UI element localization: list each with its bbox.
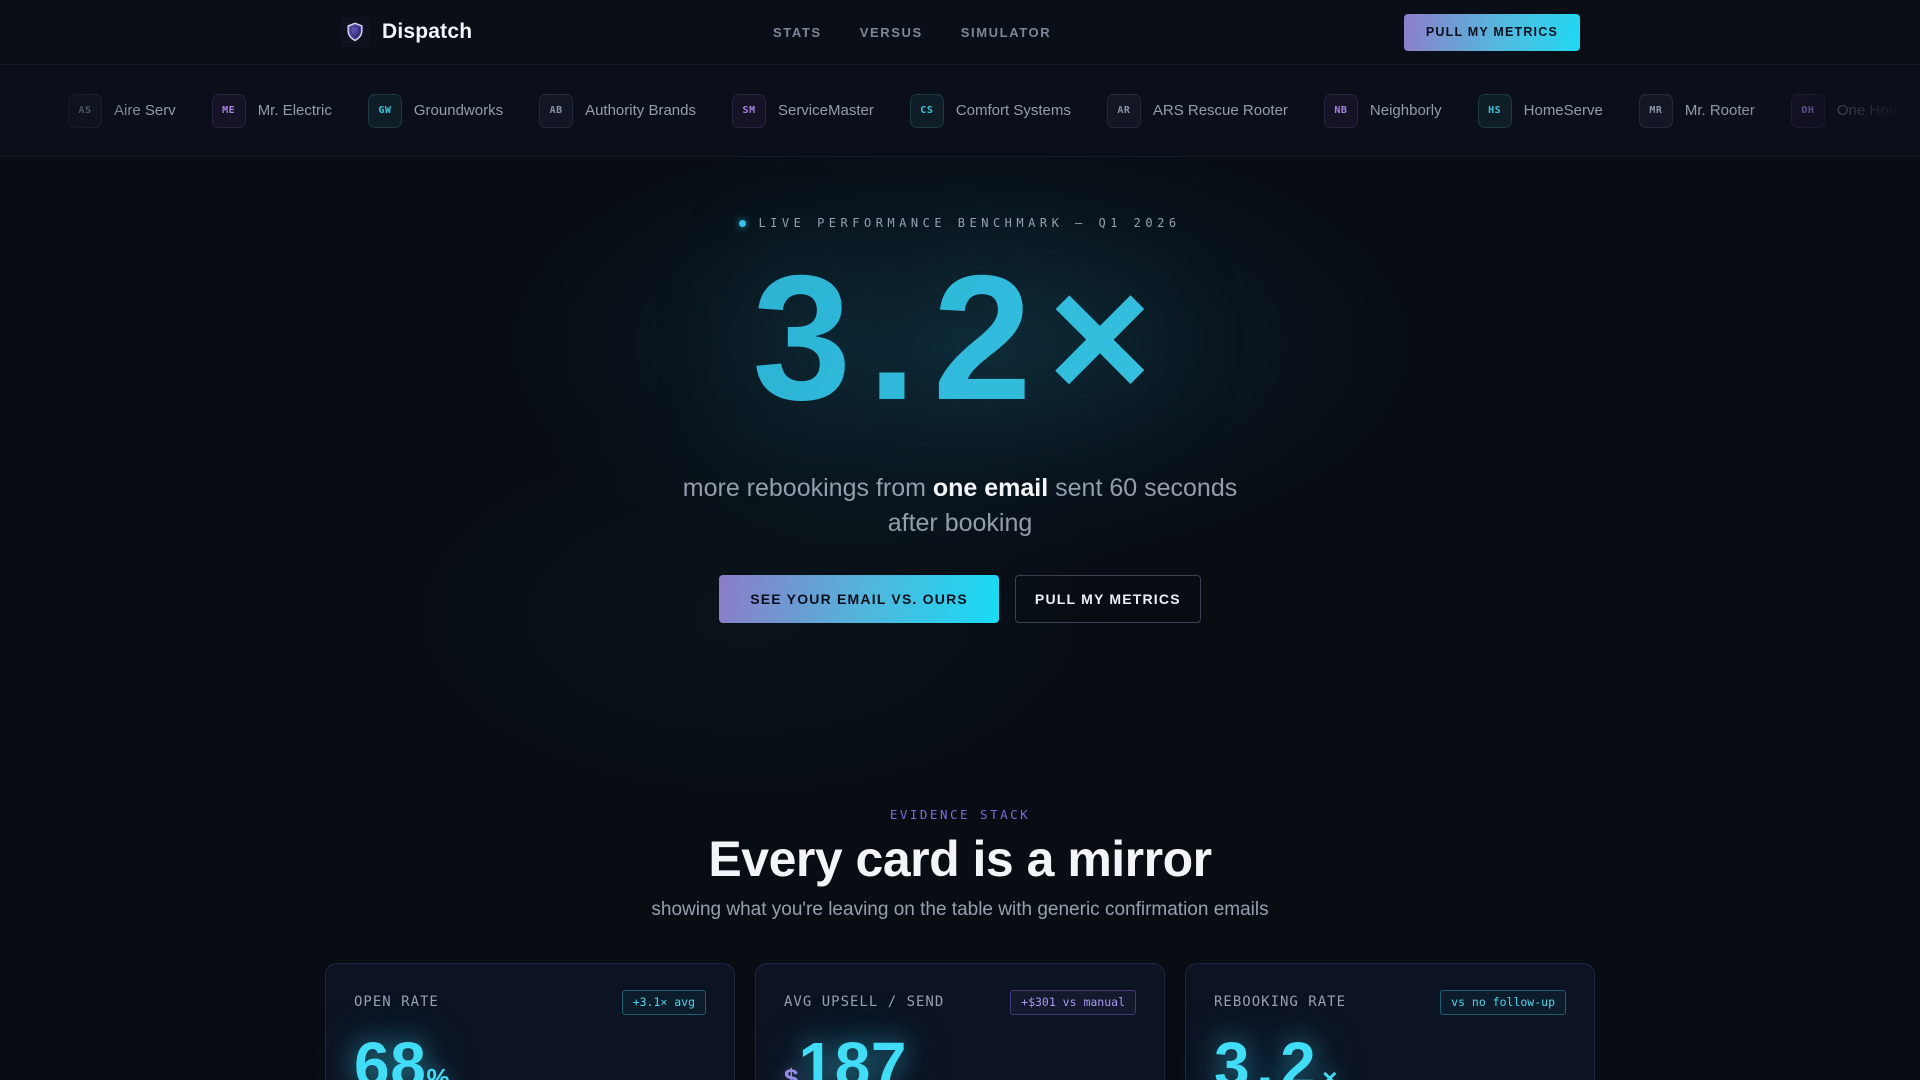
stat-card-label: AVG UPSELL / SEND: [784, 994, 945, 1011]
pull-my-metrics-nav-button[interactable]: PULL MY METRICS: [1403, 13, 1580, 51]
hero-subtitle-emphasis: one email: [932, 474, 1049, 502]
stat-card-value-row: 68%: [354, 1033, 706, 1080]
hero-subtitle: more rebookings from one email sent 60 s…: [680, 471, 1240, 541]
hero-section: LIVE PERFORMANCE BENCHMARK — Q1 2026 3.2…: [0, 157, 1920, 623]
ticker-item: AS Aire Serv: [68, 93, 176, 128]
see-your-email-vs-ours-button[interactable]: SEE YOUR EMAIL VS. OURS: [719, 575, 999, 623]
brand-badge: SM: [731, 93, 766, 128]
ticker-item: AR ARS Rescue Rooter: [1106, 93, 1288, 128]
brand-badge: OH: [0, 93, 20, 128]
stat-card-value: 68: [354, 1029, 427, 1080]
brand-name-label: Mr. Rooter: [1684, 102, 1755, 119]
ticker-item: MR Mr. Rooter: [1638, 93, 1755, 128]
nav-link-versus[interactable]: VERSUS: [859, 24, 923, 40]
stat-card-value: 3.2: [1214, 1029, 1323, 1080]
brand-name-label: Authority Brands: [585, 102, 696, 119]
stat-card-value-row: 3.2×: [1214, 1033, 1566, 1080]
hero-eyebrow: LIVE PERFORMANCE BENCHMARK — Q1 2026: [739, 213, 1180, 233]
brand-ticker: OH AS Aire Serv ME Mr. Electric GW Groundworks…: [0, 64, 1920, 157]
shield-logo-icon: [340, 17, 370, 47]
stat-card-suffix: %: [426, 1063, 450, 1080]
brand-badge: AB: [539, 93, 574, 128]
brand-name-label: HomeServe: [1523, 102, 1603, 119]
brand-name-label: Comfort Systems: [955, 102, 1071, 119]
cards-grid: OPEN RATE +3.1× avg 68% AVG UPSELL / SEND +$…: [325, 962, 1595, 1080]
brand-name-label: ARS Rescue Rooter: [1152, 102, 1288, 119]
brand-badge: AR: [1106, 93, 1141, 128]
stat-card-suffix: ×: [1322, 1063, 1338, 1080]
nav-links: STATS VERSUS SIMULATOR: [773, 0, 1051, 64]
hero-subtitle-pre: more rebookings from: [682, 474, 933, 502]
ticker-item: SM ServiceMaster: [731, 93, 874, 128]
evidence-section: EVIDENCE STACK Every card is a mirror sh…: [0, 807, 1920, 1080]
brand-name-label: Neighborly: [1369, 102, 1442, 119]
pull-my-metrics-hero-button[interactable]: PULL MY METRICS: [1014, 575, 1201, 623]
brand-name: Dispatch: [382, 20, 473, 43]
ticker-item: AB Authority Brands: [539, 93, 696, 128]
ticker-item: OH: [0, 93, 32, 128]
brand-badge: NB: [1323, 93, 1358, 128]
ticker-item: NB Neighborly: [1323, 93, 1442, 128]
ticker-item: CS Comfort Systems: [909, 93, 1071, 128]
ticker-item: GW Groundworks: [367, 93, 504, 128]
brand-badge: AS: [68, 93, 102, 128]
stat-card-label: REBOOKING RATE: [1214, 994, 1347, 1011]
brand-name-label: Aire Serv: [114, 102, 176, 119]
hero-stat: 3.2×: [0, 249, 1920, 427]
stat-card: REBOOKING RATE vs no follow-up 3.2×: [1185, 962, 1595, 1080]
brand: Dispatch: [340, 17, 472, 47]
stat-card-badge: +$301 vs manual: [1010, 989, 1136, 1015]
stat-card-value-row: $187: [784, 1033, 1136, 1080]
brand-badge: ME: [211, 93, 246, 128]
brand-name-label: Groundworks: [413, 102, 504, 119]
brand-badge: GW: [367, 93, 402, 128]
brand-badge: MR: [1638, 93, 1673, 128]
hero-eyebrow-label: LIVE PERFORMANCE BENCHMARK — Q1 2026: [758, 216, 1181, 230]
brand-badge: OH: [1790, 93, 1825, 128]
ticker-row: OH AS Aire Serv ME Mr. Electric GW Groundworks…: [0, 93, 1920, 128]
nav-bar: Dispatch STATS VERSUS SIMULATOR PULL MY …: [0, 0, 1920, 64]
nav-link-stats[interactable]: STATS: [773, 24, 822, 40]
stat-card-value: 187: [798, 1029, 908, 1080]
stat-card: OPEN RATE +3.1× avg 68%: [325, 962, 735, 1080]
stat-card-badge: +3.1× avg: [621, 989, 706, 1015]
ticker-item: OH One Hour Heating: [1790, 93, 1920, 128]
evidence-eyebrow: EVIDENCE STACK: [889, 807, 1031, 822]
hero-cta-row: SEE YOUR EMAIL VS. OURS PULL MY METRICS: [0, 575, 1920, 623]
evidence-subtitle: showing what you're leaving on the table…: [651, 898, 1269, 920]
brand-name-label: Mr. Electric: [257, 102, 332, 119]
live-dot-icon: [739, 219, 747, 227]
ticker-item: ME Mr. Electric: [211, 93, 332, 128]
stat-card-badge: vs no follow-up: [1440, 989, 1566, 1015]
stat-card-label: OPEN RATE: [354, 994, 439, 1011]
evidence-title: Every card is a mirror: [708, 831, 1212, 887]
brand-name-label: ServiceMaster: [777, 102, 874, 119]
stat-card-prefix: $: [784, 1063, 799, 1080]
stat-card: AVG UPSELL / SEND +$301 vs manual $187: [755, 962, 1165, 1080]
ticker-item: HS HomeServe: [1477, 93, 1603, 128]
brand-name-label: One Hour Heating: [1836, 102, 1920, 119]
nav-link-simulator[interactable]: SIMULATOR: [960, 24, 1052, 40]
brand-badge: CS: [909, 93, 944, 128]
brand-badge: HS: [1477, 93, 1512, 128]
hero-subtitle-post: sent 60 seconds after booking: [887, 474, 1238, 537]
